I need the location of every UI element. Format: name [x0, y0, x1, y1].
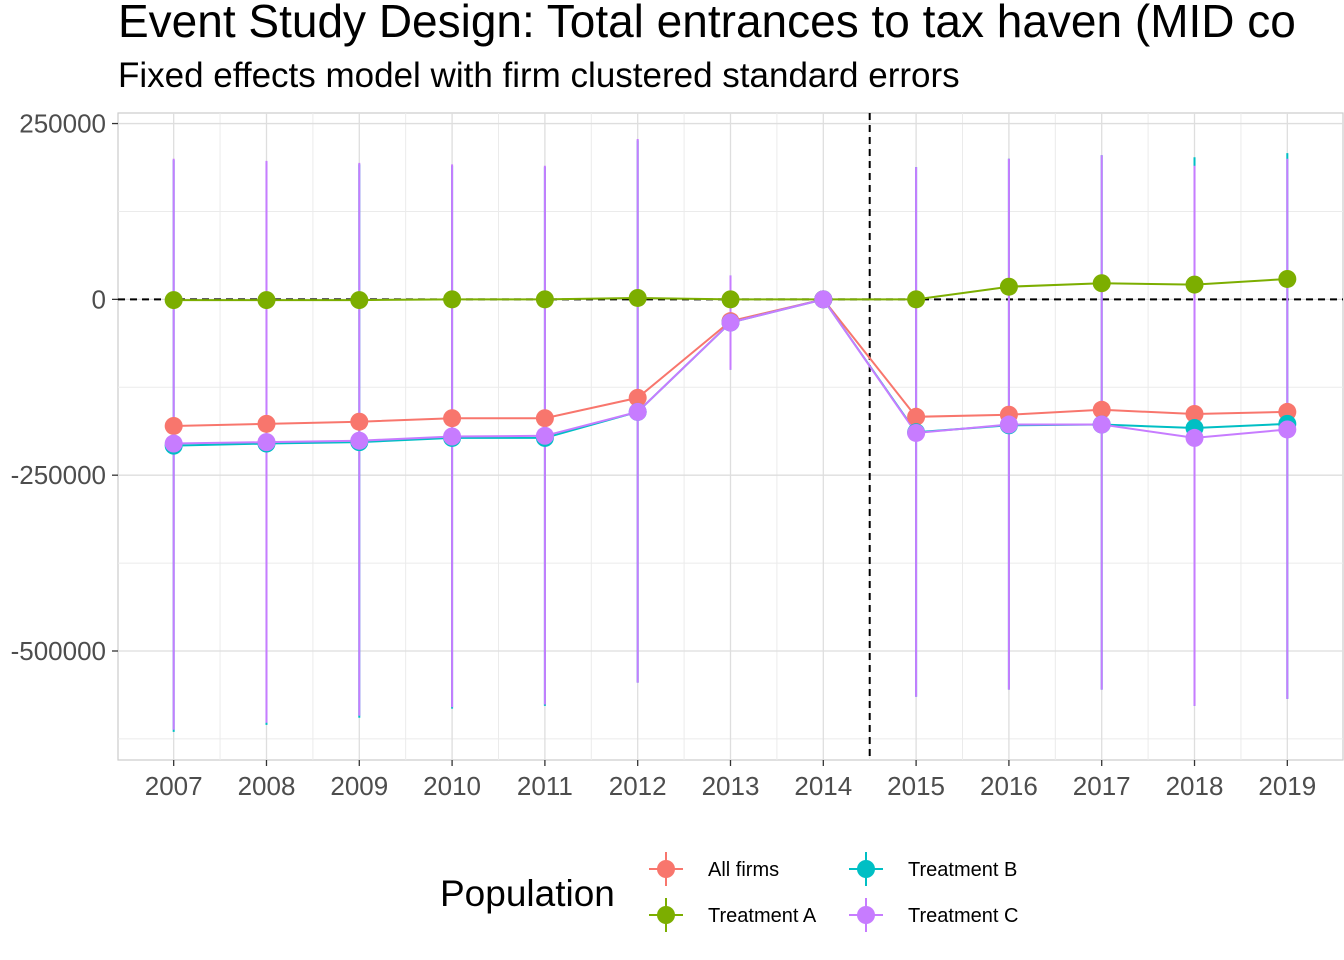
data-point-treatment-c [628, 402, 647, 421]
chart-title: Event Study Design: Total entrances to t… [118, 0, 1296, 47]
x-tick-label: 2019 [1258, 771, 1316, 801]
data-point-treatment-c [443, 427, 462, 446]
data-point-treatment-c [814, 290, 833, 309]
y-tick-label: 250000 [19, 109, 106, 139]
data-point-treatment-a [257, 291, 276, 310]
data-point-treatment-a [907, 290, 926, 309]
legend-key-point [857, 906, 875, 924]
legend-item-treatment-a: Treatment A [649, 898, 817, 932]
data-point-all-firms [1185, 404, 1204, 423]
data-point-treatment-c [1185, 428, 1204, 447]
legend-key-point [857, 860, 875, 878]
legend-label: Treatment B [908, 859, 1017, 881]
x-tick-label: 2007 [145, 771, 203, 801]
x-tick-label: 2013 [702, 771, 760, 801]
chart-subtitle: Fixed effects model with firm clustered … [118, 56, 960, 95]
series-points [164, 269, 1297, 455]
x-tick-label: 2018 [1166, 771, 1224, 801]
data-point-treatment-a [350, 291, 369, 310]
data-point-treatment-a [1278, 269, 1297, 288]
y-axis: 250000 0 -250000 -500000 [11, 109, 118, 666]
legend-label: Treatment A [708, 905, 817, 927]
data-point-treatment-a [628, 288, 647, 307]
legend-label: Treatment C [908, 905, 1018, 927]
legend-key-point [657, 906, 675, 924]
legend-item-treatment-c: Treatment C [849, 898, 1018, 932]
data-point-all-firms [907, 407, 926, 426]
x-tick-label: 2014 [794, 771, 852, 801]
legend-item-treatment-b: Treatment B [849, 852, 1017, 886]
x-axis: 2007 2008 2009 2010 2011 2012 2013 2014 2015 2016… [145, 760, 1316, 801]
data-point-all-firms [350, 412, 369, 431]
data-point-treatment-a [999, 277, 1018, 296]
data-point-treatment-c [164, 434, 183, 453]
x-tick-label: 2015 [887, 771, 945, 801]
y-tick-label: 0 [92, 284, 106, 314]
data-point-all-firms [628, 388, 647, 407]
data-point-all-firms [164, 416, 183, 435]
data-point-treatment-a [1092, 274, 1111, 293]
data-point-treatment-c [350, 431, 369, 450]
x-tick-label: 2017 [1073, 771, 1131, 801]
data-point-all-firms [443, 409, 462, 428]
legend-key-point [657, 860, 675, 878]
legend-item-all-firms: All firms [649, 852, 779, 886]
data-point-treatment-a [535, 290, 554, 309]
x-tick-label: 2016 [980, 771, 1038, 801]
data-point-treatment-a [443, 290, 462, 309]
data-point-treatment-c [257, 433, 276, 452]
data-point-all-firms [1092, 400, 1111, 419]
data-point-treatment-a [1185, 275, 1204, 294]
data-point-treatment-a [721, 290, 740, 309]
x-tick-label: 2011 [517, 771, 573, 801]
x-tick-label: 2009 [330, 771, 388, 801]
data-point-treatment-c [907, 423, 926, 442]
data-point-treatment-c [1278, 420, 1297, 439]
data-point-all-firms [535, 409, 554, 428]
legend: Population All firms Treatment A Treatment… [440, 852, 1018, 932]
data-point-treatment-c [535, 426, 554, 445]
data-point-treatment-a [164, 291, 183, 310]
x-tick-label: 2012 [609, 771, 667, 801]
legend-label: All firms [708, 859, 779, 881]
data-point-all-firms [257, 414, 276, 433]
data-point-treatment-c [721, 313, 740, 332]
x-tick-label: 2008 [238, 771, 296, 801]
legend-title: Population [440, 873, 615, 914]
x-tick-label: 2010 [423, 771, 481, 801]
y-tick-label: -250000 [11, 460, 106, 490]
data-point-treatment-c [999, 415, 1018, 434]
y-tick-label: -500000 [11, 636, 106, 666]
data-point-treatment-c [1092, 415, 1111, 434]
